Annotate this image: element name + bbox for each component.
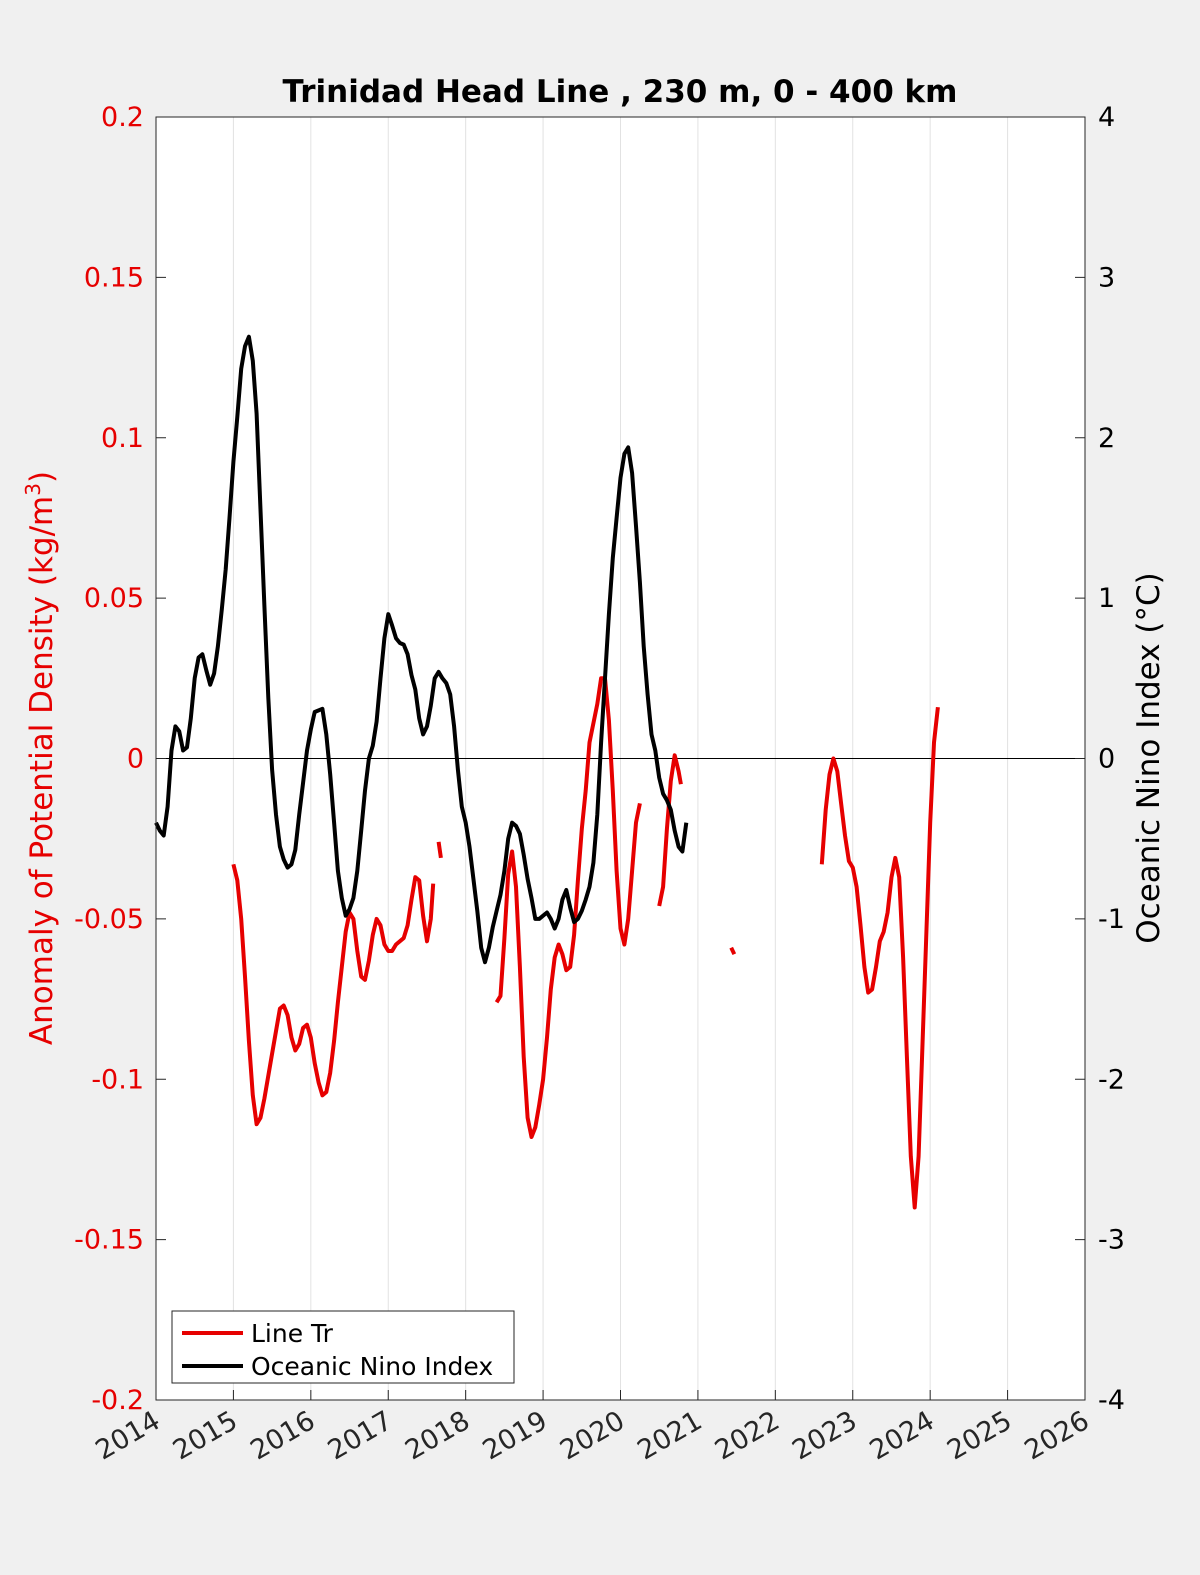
right-tick-label: -3 xyxy=(1098,1225,1125,1256)
series-layer xyxy=(154,334,940,1210)
chart-title: Trinidad Head Line , 230 m, 0 - 400 km xyxy=(283,74,958,110)
series-line-line-tr xyxy=(657,753,683,907)
legend-label-oni: Oceanic Nino Index xyxy=(251,1352,493,1381)
left-tick-label: 0.1 xyxy=(101,423,144,454)
left-tick-label: -0.1 xyxy=(91,1064,144,1095)
legend-box xyxy=(171,1310,515,1384)
series-line-line-tr xyxy=(436,841,443,859)
left-tick-label: -0.15 xyxy=(74,1225,144,1256)
left-tick-label: 0.2 xyxy=(101,102,144,133)
right-tick-label: -2 xyxy=(1098,1064,1125,1095)
right-tick-label: 2 xyxy=(1098,423,1115,454)
left-tick-label: -0.2 xyxy=(91,1385,144,1416)
series-line-line-tr xyxy=(819,706,940,1210)
right-tick-label: 1 xyxy=(1098,583,1115,614)
right-tick-label: -1 xyxy=(1098,904,1125,935)
left-axis-tick-labels: 0.2 0.15 0.1 0.05 0 -0.05 -0.1 -0.15 -0.2 xyxy=(74,102,144,1416)
left-tick-label: 0 xyxy=(127,744,144,775)
right-tick-label: 4 xyxy=(1098,102,1115,133)
series-line-line-tr xyxy=(729,946,737,956)
right-axis-tick-labels: 4 3 2 1 0 -1 -2 -3 -4 xyxy=(1098,102,1125,1416)
legend: Line Tr Oceanic Nino Index xyxy=(171,1310,515,1384)
right-tick-label: 3 xyxy=(1098,262,1115,293)
left-axis-label: Anomaly of Potential Density (kg/m3) xyxy=(21,471,60,1045)
left-tick-label: -0.05 xyxy=(74,904,144,935)
left-axis-label-close: ) xyxy=(24,471,60,483)
left-axis-label-text: Anomaly of Potential Density (kg/m xyxy=(24,496,60,1045)
series-line-line-tr xyxy=(494,676,642,1139)
series-line-line-tr xyxy=(231,863,436,1127)
series-line-oceanic-nino-index xyxy=(154,334,689,965)
legend-label-line-tr: Line Tr xyxy=(251,1319,334,1348)
right-tick-label: 0 xyxy=(1098,744,1115,775)
left-axis-label-superscript: 3 xyxy=(21,483,45,496)
right-axis-label: Oceanic Nino Index (°C) xyxy=(1131,572,1167,943)
left-tick-label: 0.05 xyxy=(84,583,144,614)
tick-marks xyxy=(155,116,1086,1401)
right-tick-label: -4 xyxy=(1098,1385,1125,1416)
left-tick-label: 0.15 xyxy=(84,262,144,293)
